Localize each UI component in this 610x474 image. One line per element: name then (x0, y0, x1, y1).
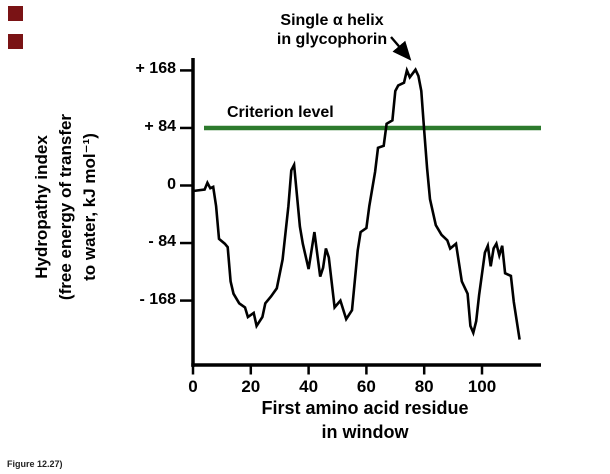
y-tick-label: - 84 (148, 233, 176, 251)
x-tick-label: 60 (356, 377, 376, 396)
y-axis-title-line3: to water, kJ mol⁻¹) (80, 133, 99, 281)
y-axis-title-line2: (free energy of transfer (56, 113, 75, 301)
criterion-label: Criterion level (227, 104, 334, 121)
annotation-line2: in glycophorin (276, 31, 388, 48)
x-axis-title-line1: First amino acid residue (261, 398, 469, 418)
bullet-square-icon (8, 34, 23, 49)
x-tick-label: 40 (299, 377, 319, 396)
hydropathy-curve (192, 66, 521, 340)
x-tick-label: 0 (188, 377, 198, 396)
peak-annotation: Single α helix in glycophorin (252, 11, 412, 49)
y-axis-title-line1: Hydropathy index (32, 135, 51, 279)
tick-marks (180, 69, 484, 375)
x-tick-label: 100 (467, 377, 497, 396)
y-axis-title: Hydropathy index (free energy of transfe… (30, 46, 106, 368)
bullet-square-icon (8, 6, 23, 21)
y-tick-label: 0 (167, 175, 176, 193)
x-tick-label: 80 (414, 377, 434, 396)
annotation-line1: Single α helix (280, 12, 384, 29)
y-tick-label: + 84 (144, 117, 176, 135)
x-tick-label: 20 (241, 377, 261, 396)
figure-caption: Figure 12.27) (7, 459, 63, 469)
x-axis-title-line2: in window (321, 422, 409, 442)
x-axis-title: First amino acid residue in window (245, 396, 485, 444)
y-tick-label: + 168 (135, 60, 176, 78)
annotation-arrow-icon (390, 36, 412, 61)
y-tick-label: - 168 (139, 290, 176, 308)
